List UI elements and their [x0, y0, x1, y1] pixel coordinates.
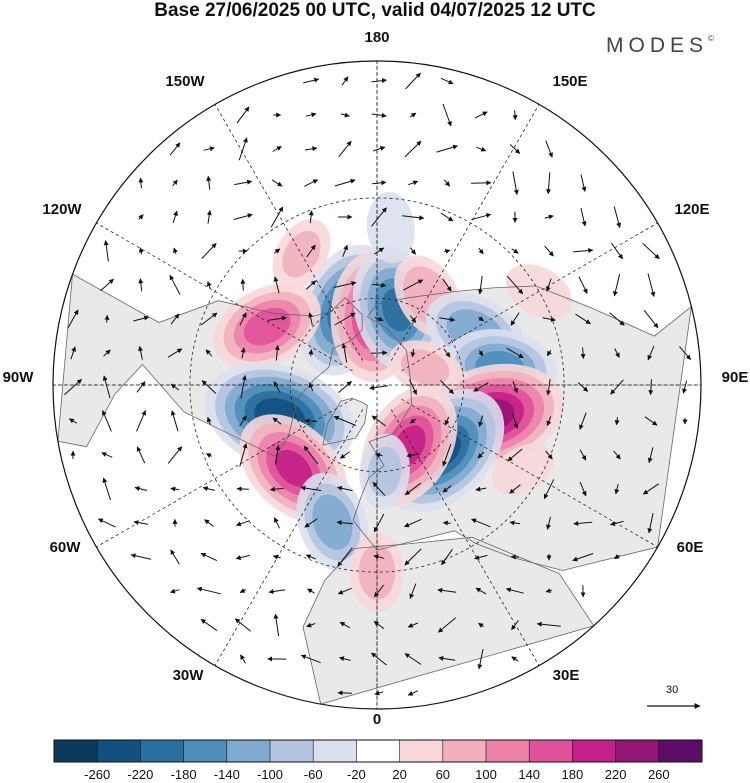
colorbar-tick-label: 180 [562, 768, 584, 782]
colorbar-swatch [572, 740, 616, 762]
colorbar-swatch [140, 740, 184, 762]
colorbar-tick-label: -260 [84, 768, 110, 782]
colorbar-tick-label: -60 [304, 768, 323, 782]
colorbar-swatch [616, 740, 660, 762]
colorbar-swatch [97, 740, 141, 762]
colorbar-swatch [443, 740, 487, 762]
colorbar-tick-label: -20 [347, 768, 366, 782]
colorbar-swatch [486, 740, 530, 762]
colorbar-tick-label: -100 [257, 768, 283, 782]
colorbar-swatch [54, 740, 98, 762]
colorbar-swatch [184, 740, 228, 762]
colorbar-tick-label: 60 [436, 768, 450, 782]
colorbar-swatch [659, 740, 703, 762]
colorbar-tick-label: 220 [605, 768, 627, 782]
colorbar-swatch [356, 740, 400, 762]
colorbar-tick-label: -220 [127, 768, 153, 782]
colorbar-tick-label: 260 [648, 768, 670, 782]
colorbar-tick-label: 140 [518, 768, 540, 782]
colorbar-swatch [529, 740, 573, 762]
colorbar-tick-label: 20 [392, 768, 406, 782]
colorbar-swatch [227, 740, 271, 762]
colorbar [0, 0, 750, 783]
colorbar-swatch [270, 740, 314, 762]
colorbar-tick-label: -140 [214, 768, 240, 782]
colorbar-swatch [400, 740, 444, 762]
colorbar-swatch [313, 740, 357, 762]
colorbar-tick-label: 100 [475, 768, 497, 782]
colorbar-tick-label: -180 [171, 768, 197, 782]
